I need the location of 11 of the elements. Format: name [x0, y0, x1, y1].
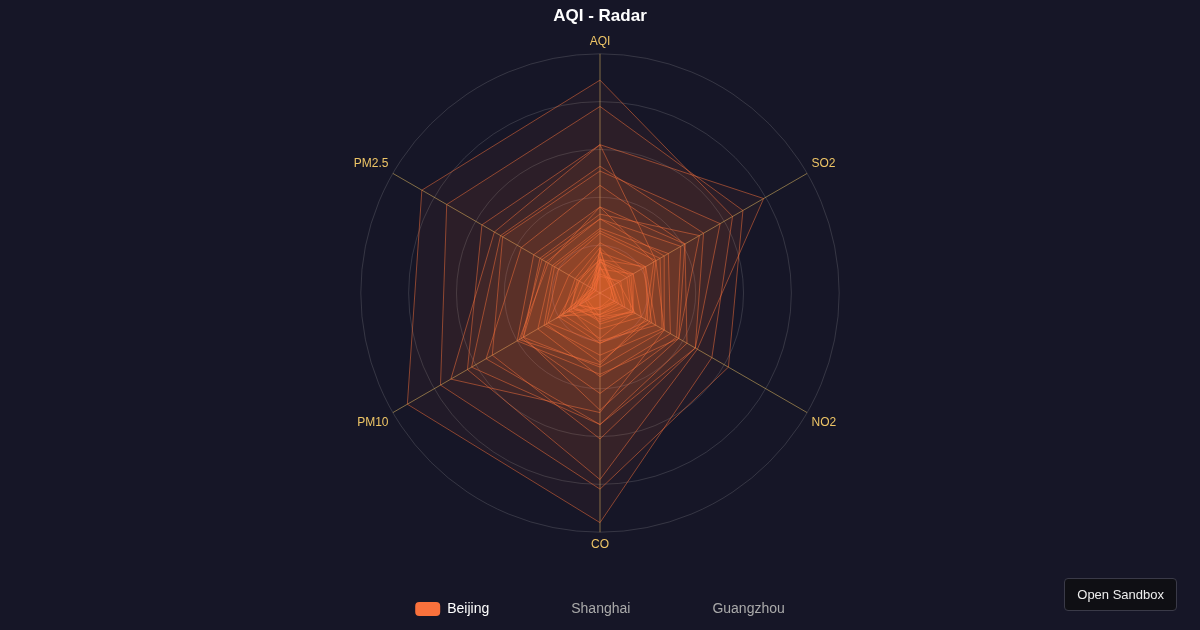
spoke-label: PM10: [357, 414, 389, 429]
text: Shanghai: [571, 599, 631, 616]
spoke-label: NO2: [811, 414, 837, 429]
text: Guangzhou: [712, 599, 785, 616]
spoke-label: CO: [591, 536, 609, 551]
legend-label: Beijing: [447, 599, 490, 616]
spoke-label: AQI: [589, 33, 611, 48]
sandbox-button: Open Sandbox: [1064, 578, 1177, 611]
chart-title: AQI - Radar: [553, 5, 648, 25]
spoke-label: PM2.5: [353, 156, 389, 171]
spoke-label: SO2: [811, 156, 836, 171]
